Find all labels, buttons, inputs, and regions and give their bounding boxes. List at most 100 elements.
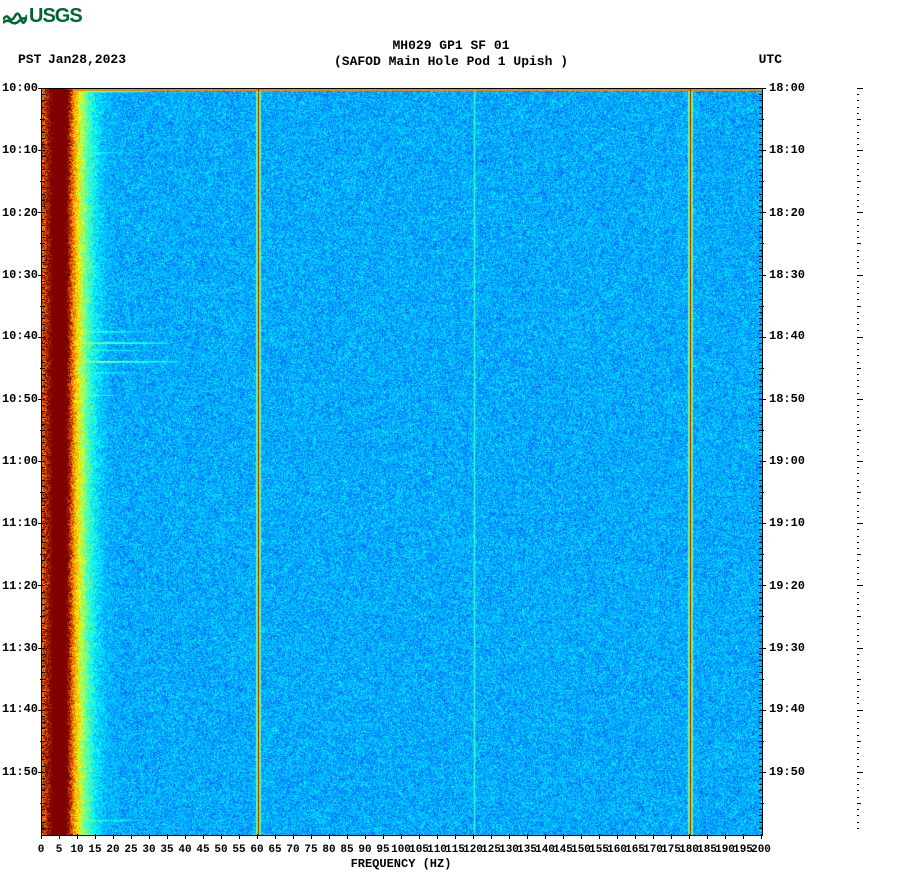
y-tick-mark [42,467,45,468]
x-tick-mark [293,834,294,839]
y-left-tick: 10:30 [2,268,38,282]
x-tick-label: 105 [409,844,429,856]
y-tick-mark [759,660,762,661]
right-edge-mark [857,480,859,481]
y-tick-mark [759,187,762,188]
y-tick-mark [759,579,762,580]
right-edge-mark [857,417,859,418]
y-tick-mark [42,579,45,580]
right-edge-mark [857,281,859,282]
right-edge-mark [857,200,859,201]
x-tick-mark [203,834,204,839]
right-edge-mark [857,405,859,406]
right-edge-mark [857,660,859,661]
y-tick-mark [42,175,45,176]
y-tick-mark [42,237,45,238]
y-tick-mark [40,368,45,369]
y-tick-mark [759,542,762,543]
x-tick-mark [725,834,726,839]
y-tick-mark [759,536,762,537]
y-tick-mark [38,88,45,89]
y-tick-mark [759,511,762,512]
y-tick-mark [42,362,45,363]
y-tick-mark [759,685,762,686]
y-tick-mark [759,424,762,425]
y-tick-mark [42,592,45,593]
y-tick-mark [759,517,762,518]
right-edge-mark [857,175,859,176]
x-tick-mark [113,834,114,839]
y-left-tick: 11:40 [2,702,38,716]
right-edge-mark [857,722,859,723]
y-tick-mark [40,430,45,431]
right-edge-mark [857,685,859,686]
right-edge-mark [857,759,859,760]
x-tick-label: 145 [553,844,573,856]
x-tick-label: 100 [391,844,411,856]
y-tick-mark [38,585,45,586]
x-tick-label: 10 [70,844,83,856]
x-tick-mark [671,834,672,839]
y-tick-mark [42,299,45,300]
x-tick-label: 130 [499,844,519,856]
y-tick-mark [759,349,762,350]
y-tick-mark [759,125,762,126]
y-tick-mark [759,306,764,307]
right-edge-mark [857,132,859,133]
right-edge-mark [857,337,863,338]
y-tick-mark [40,181,45,182]
right-edge-mark [857,355,859,356]
x-tick-label: 45 [196,844,209,856]
x-tick-label: 30 [142,844,155,856]
y-tick-mark [42,424,45,425]
y-right-tick: 19:10 [769,516,805,530]
y-tick-mark [759,94,762,95]
y-tick-mark [38,461,45,462]
y-tick-mark [42,629,45,630]
y-tick-mark [42,281,45,282]
y-right-tick: 18:20 [769,206,805,220]
right-edge-mark [857,293,859,294]
right-edge-mark [857,505,859,506]
right-edge-mark [857,666,859,667]
y-tick-mark [40,119,45,120]
right-edge-mark [857,275,863,276]
y-tick-mark [42,610,45,611]
y-tick-mark [759,156,762,157]
y-tick-mark [759,691,762,692]
right-edge-mark [857,212,863,213]
right-edge-mark [857,169,859,170]
y-tick-mark [42,250,45,251]
y-tick-mark [759,473,762,474]
y-tick-mark [42,759,45,760]
right-edge-mark [857,641,859,642]
right-edge-mark [857,560,859,561]
x-tick-mark [509,834,510,839]
right-edge-mark [857,194,859,195]
y-tick-mark [42,666,45,667]
right-edge-mark [857,187,859,188]
y-tick-mark [759,449,762,450]
y-tick-mark [759,268,762,269]
x-tick-label: 60 [250,844,263,856]
y-tick-mark [42,144,45,145]
y-tick-mark [759,393,762,394]
y-tick-mark [759,399,766,400]
x-tick-mark [257,834,258,839]
x-tick-label: 20 [106,844,119,856]
x-tick-label: 125 [481,844,501,856]
pst-label: PST [18,52,41,67]
usgs-logo: USGS [3,5,82,28]
y-tick-mark [759,766,762,767]
y-tick-mark [759,716,762,717]
y-tick-mark [38,275,45,276]
y-tick-mark [42,672,45,673]
right-edge-mark [857,206,859,207]
date-label: Jan28,2023 [48,52,126,67]
y-tick-mark [42,343,45,344]
x-tick-label: 155 [589,844,609,856]
y-tick-mark [759,505,762,506]
y-tick-mark [42,536,45,537]
y-tick-mark [759,573,762,574]
y-tick-mark [759,430,764,431]
